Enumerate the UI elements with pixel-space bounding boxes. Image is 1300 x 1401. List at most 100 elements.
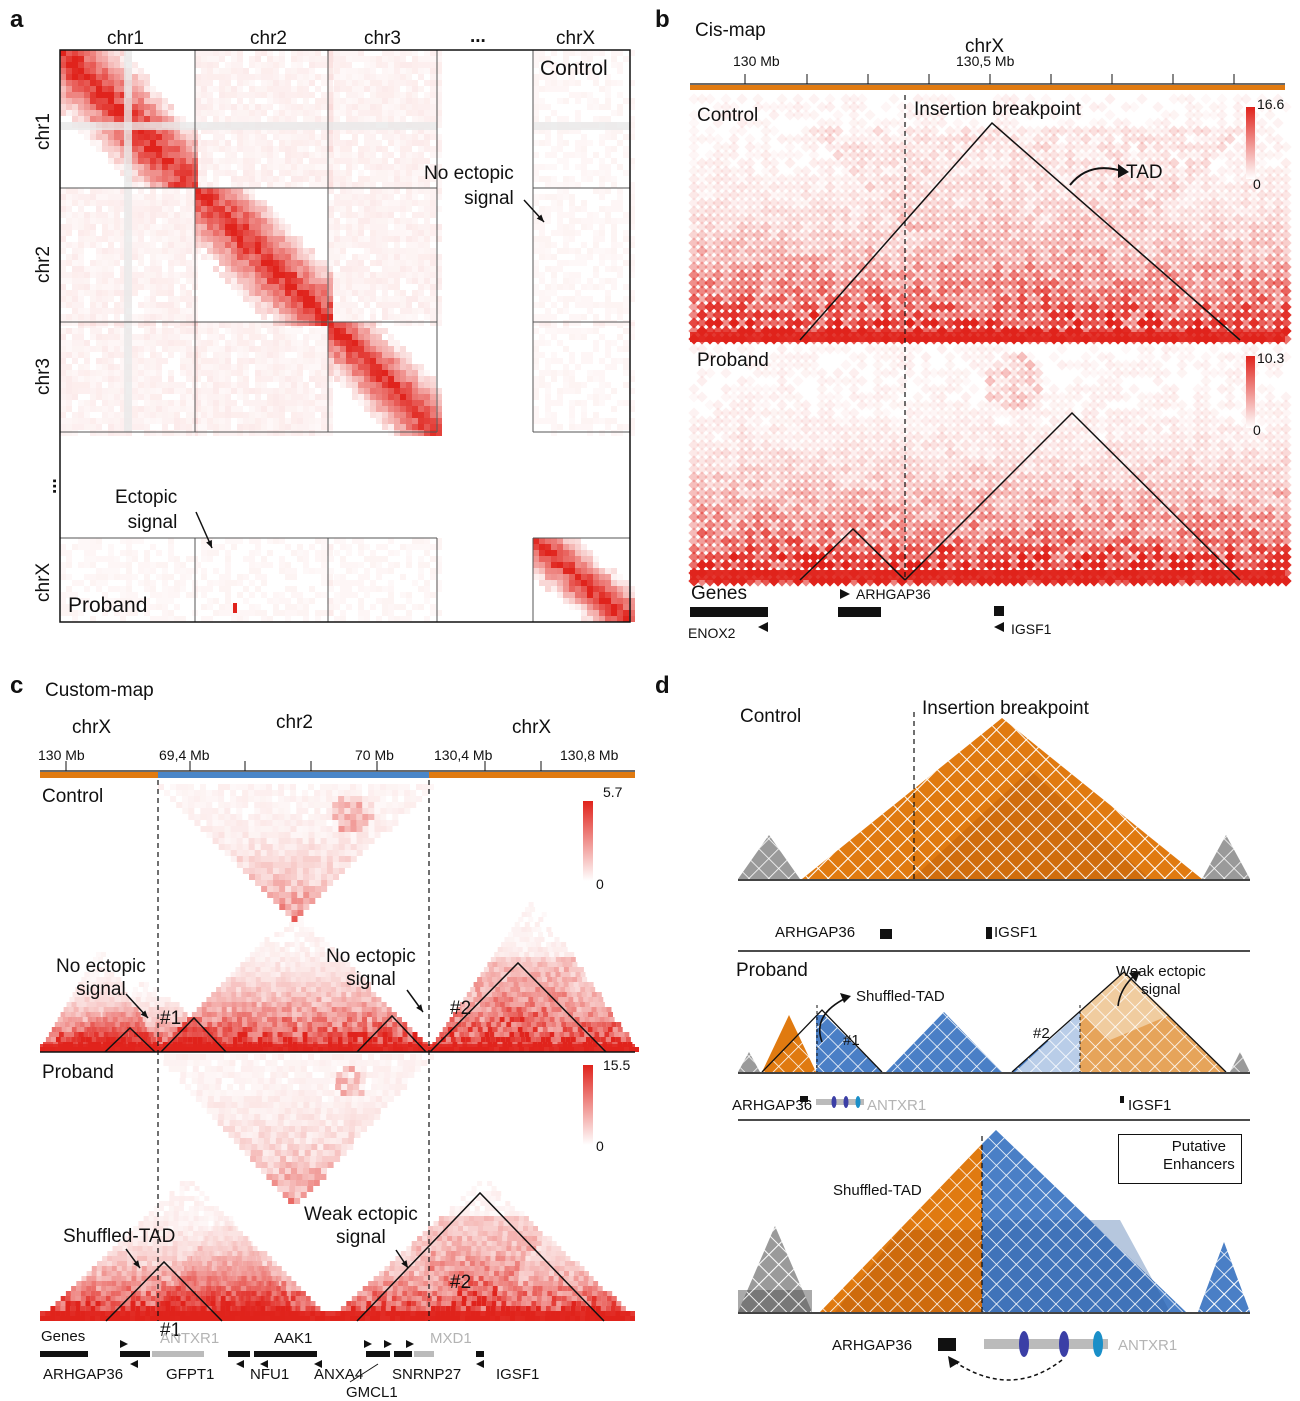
d-prob-gene-igsf1: IGSF1: [1128, 1097, 1171, 1114]
d-tad2: #2: [1033, 1025, 1050, 1042]
c-gene-igsf1: IGSF1: [496, 1366, 539, 1383]
b-control-colorbar: [1246, 107, 1255, 179]
c-control-scale-max: 5.7: [603, 784, 622, 800]
b-proband-diag: [690, 570, 1285, 580]
c-gene-nfu1: NFU1: [250, 1366, 289, 1383]
a-ectopic-label: Ectopic signal: [115, 486, 177, 535]
b-control-scale-min: 0: [1253, 176, 1261, 192]
c-control-colorbar: [583, 801, 593, 881]
c-control-label: Control: [42, 786, 103, 808]
a-top-chr3: chr3: [364, 28, 401, 50]
c-gene-bar-snrnp27: [394, 1351, 412, 1357]
c-weak-ectopic: Weak ectopic signal: [304, 1204, 418, 1250]
c-tad2-control: #2: [450, 998, 471, 1020]
d-zoom-contact-arrow: [952, 1360, 1062, 1380]
b-control-diag: [690, 332, 1285, 342]
a-top-chr1: chr1: [107, 28, 144, 50]
c-gene-bar-gfpt1: [228, 1351, 250, 1357]
c-no-ectopic-2-arrow-head: [416, 1004, 423, 1012]
a-mask-v: [124, 50, 132, 432]
d-ctrl-gene-arhgap36: ARHGAP36: [775, 924, 855, 941]
panel-b: Cis-map chrX 130 Mb 130,5 Mb Control Pro…: [650, 0, 1300, 660]
b-control-label: Control: [697, 105, 758, 127]
d-breakpoint-label: Insertion breakpoint: [922, 698, 1089, 720]
c-control-heat-right: [429, 902, 639, 1052]
a-block-0-1: [195, 50, 333, 188]
d-prob-tad-mid-lattice: [886, 1012, 1002, 1072]
d-prob-gray-right-lattice: [1230, 1052, 1250, 1072]
c-gene-mxd1: MXD1: [430, 1330, 472, 1347]
c-strand-rev-4: [476, 1360, 484, 1368]
a-block-4-4: [533, 538, 635, 622]
a-block-1-1: [195, 188, 333, 326]
c-control-scale-min: 0: [596, 876, 604, 892]
a-left-dots: ...: [40, 478, 62, 494]
c-proband-label: Proband: [42, 1062, 114, 1084]
a-top-chr2: chr2: [250, 28, 287, 50]
c-gene-antxr1: ANTXR1: [160, 1330, 219, 1347]
c-seg-chr2: chr2: [276, 712, 313, 734]
c-control-diag: [40, 1044, 635, 1052]
b-genes-title: Genes: [691, 583, 747, 605]
b-gene-igsf1-bar: [994, 606, 1004, 616]
d-zoom-enh-2: [1059, 1331, 1069, 1357]
c-axis-blue: [158, 772, 429, 778]
panel-a: chr1 chr2 chr3 ... chrX chr1 chr2 chr3 .…: [0, 0, 650, 660]
b-proband-scale-max: 10.3: [1257, 350, 1284, 366]
c-gene-bar-anxa4: [366, 1351, 390, 1357]
d-enh-2: [844, 1096, 849, 1108]
b-control-scale-max: 16.6: [1257, 96, 1284, 112]
c-gene-anxa4: ANXA4: [314, 1366, 363, 1383]
a-left-chr2: chr2: [33, 246, 55, 283]
c-gene-arhgap36: ARHGAP36: [43, 1366, 123, 1383]
a-block-2-1: [195, 322, 333, 436]
c-gene-bar-aak1: [257, 1351, 317, 1357]
d-ctrl-gene-igsf1: IGSF1: [994, 924, 1037, 941]
d-ctrl-gray-right-lattice: [1202, 835, 1250, 879]
d-ctrl-gene-igsf1-bar: [986, 927, 992, 939]
c-tick-130: 130 Mb: [38, 747, 85, 763]
d-weak-ectopic: Weak ectopic signal: [1116, 963, 1206, 999]
panel-d: Control Insertion breakpoint ARHGAP36 IG…: [650, 660, 1300, 1399]
c-gene-gfpt1: GFPT1: [166, 1366, 214, 1383]
c-proband-diag: [40, 1311, 635, 1321]
c-strand-fwd-3: [406, 1340, 414, 1348]
c-tick-694: 69,4 Mb: [159, 747, 210, 763]
d-proband-label: Proband: [736, 960, 808, 982]
c-strand-rev-1: [236, 1360, 244, 1368]
c-tick-1308: 130,8 Mb: [560, 747, 618, 763]
c-no-ectopic-1: No ectopic signal: [56, 956, 146, 1002]
b-tick-1305: 130,5 Mb: [956, 53, 1014, 69]
b-gene-igsf1: IGSF1: [1011, 621, 1051, 637]
a-mask-h2: [534, 122, 630, 130]
a-top-dots: ...: [470, 26, 486, 48]
a-block-2-4: [533, 322, 635, 436]
a-left-chrx: chrX: [33, 563, 55, 602]
d-control-label: Control: [740, 706, 801, 728]
a-block-4-1: [195, 538, 333, 622]
c-proband-scale-min: 0: [596, 1138, 604, 1154]
panel-d-schematic: [650, 660, 1300, 1399]
c-seg-chrx-right: chrX: [512, 717, 551, 739]
c-proband-scale-max: 15.5: [603, 1057, 630, 1073]
b-breakpoint-label: Insertion breakpoint: [914, 99, 1081, 121]
c-proband-inv-heat: [163, 1054, 434, 1204]
c-genes-title: Genes: [41, 1328, 85, 1345]
b-tad-label: TAD: [1126, 162, 1163, 184]
d-zoom-contact-arrow-head: [948, 1356, 960, 1368]
c-gene-bar-antxr1: [152, 1351, 204, 1357]
panel-c: Custom-map chrX chr2 chrX 130 Mb 69,4 Mb…: [0, 660, 650, 1399]
b-gene-enox2-bar: [690, 607, 768, 617]
c-gene-bar-arhgap36b: [120, 1351, 150, 1357]
d-shuffled-tad: Shuffled-TAD: [856, 988, 945, 1005]
b-gene-enox2-strand: [758, 622, 768, 632]
c-tick-1304: 130,4 Mb: [434, 747, 492, 763]
a-proband-label: Proband: [68, 594, 147, 618]
c-strand-fwd-2: [384, 1340, 392, 1348]
a-block-4-2: [328, 538, 442, 622]
b-gene-arhgap36: ARHGAP36: [856, 586, 931, 602]
c-gene-gmcl1: GMCL1: [346, 1384, 398, 1401]
a-control-label: Control: [540, 57, 608, 81]
b-tick-130: 130 Mb: [733, 53, 780, 69]
c-seg-chrx-left: chrX: [72, 717, 111, 739]
